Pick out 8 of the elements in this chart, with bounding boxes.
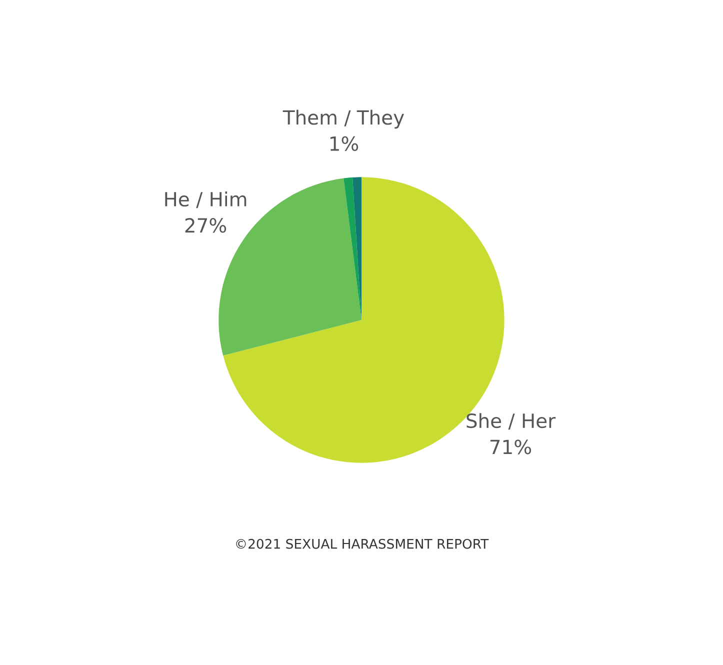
slice-label: He / Him bbox=[165, 191, 246, 208]
slice-label: She / Her bbox=[466, 413, 556, 430]
data-label: 27% bbox=[185, 218, 226, 233]
pie-slice bbox=[344, 177, 362, 320]
data-label: 71% bbox=[490, 440, 532, 454]
data-label: 1% bbox=[330, 136, 358, 152]
slice-label: Them / They bbox=[282, 110, 404, 129]
text: ©2021 SEXUAL HARASSMENT REPORT bbox=[236, 538, 489, 549]
